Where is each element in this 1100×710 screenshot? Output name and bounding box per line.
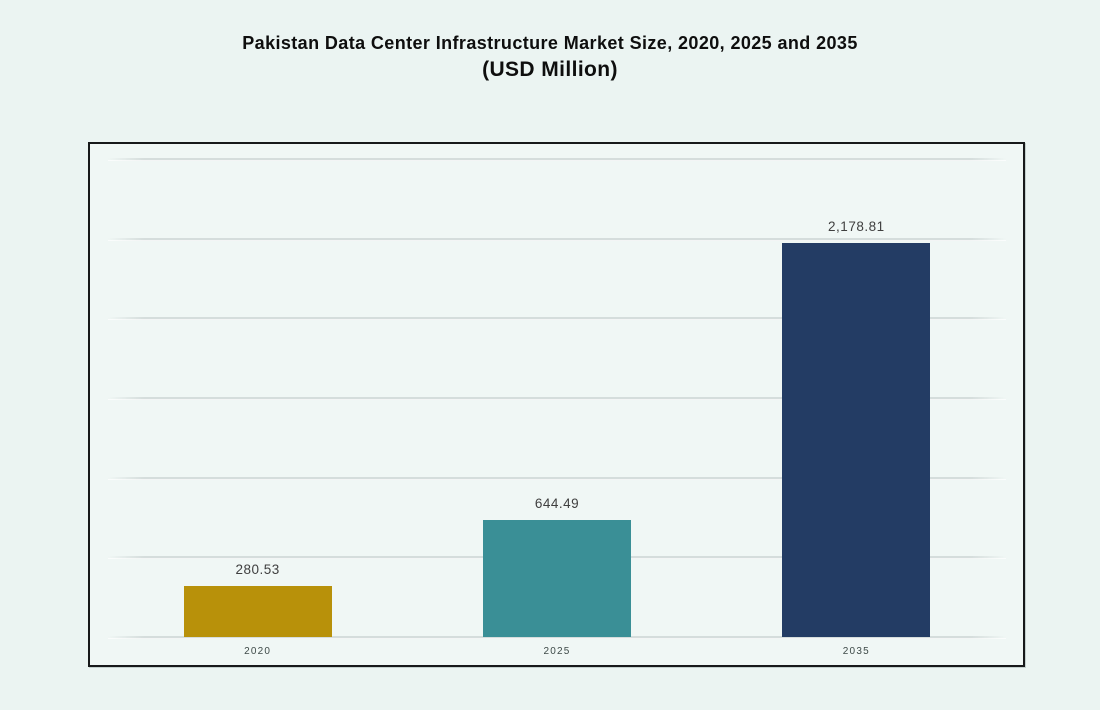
plot-panel: 280.53 2020 644.49 2025 2,178.81 2035 <box>88 142 1025 667</box>
chart-header: Pakistan Data Center Infrastructure Mark… <box>0 30 1100 84</box>
bar-2025 <box>483 520 631 637</box>
x-axis-label-2025: 2025 <box>543 646 571 657</box>
chart-title: Pakistan Data Center Infrastructure Mark… <box>242 33 858 53</box>
gridline <box>108 636 1006 639</box>
x-axis-label-2020: 2020 <box>244 646 272 657</box>
gridline <box>108 237 1006 241</box>
bar-2020 <box>183 586 332 637</box>
gridline <box>108 317 1006 321</box>
x-axis-label-2035: 2035 <box>842 646 870 657</box>
value-label-2025: 644.49 <box>534 496 580 512</box>
chart-subtitle: (USD Million) <box>482 58 618 81</box>
gridline <box>108 397 1006 400</box>
value-label-2020: 280.53 <box>235 562 280 578</box>
gridline <box>108 476 1006 480</box>
bar-2035 <box>782 242 931 637</box>
value-label-2035: 2,178.81 <box>828 218 885 234</box>
gridline <box>108 158 1006 161</box>
